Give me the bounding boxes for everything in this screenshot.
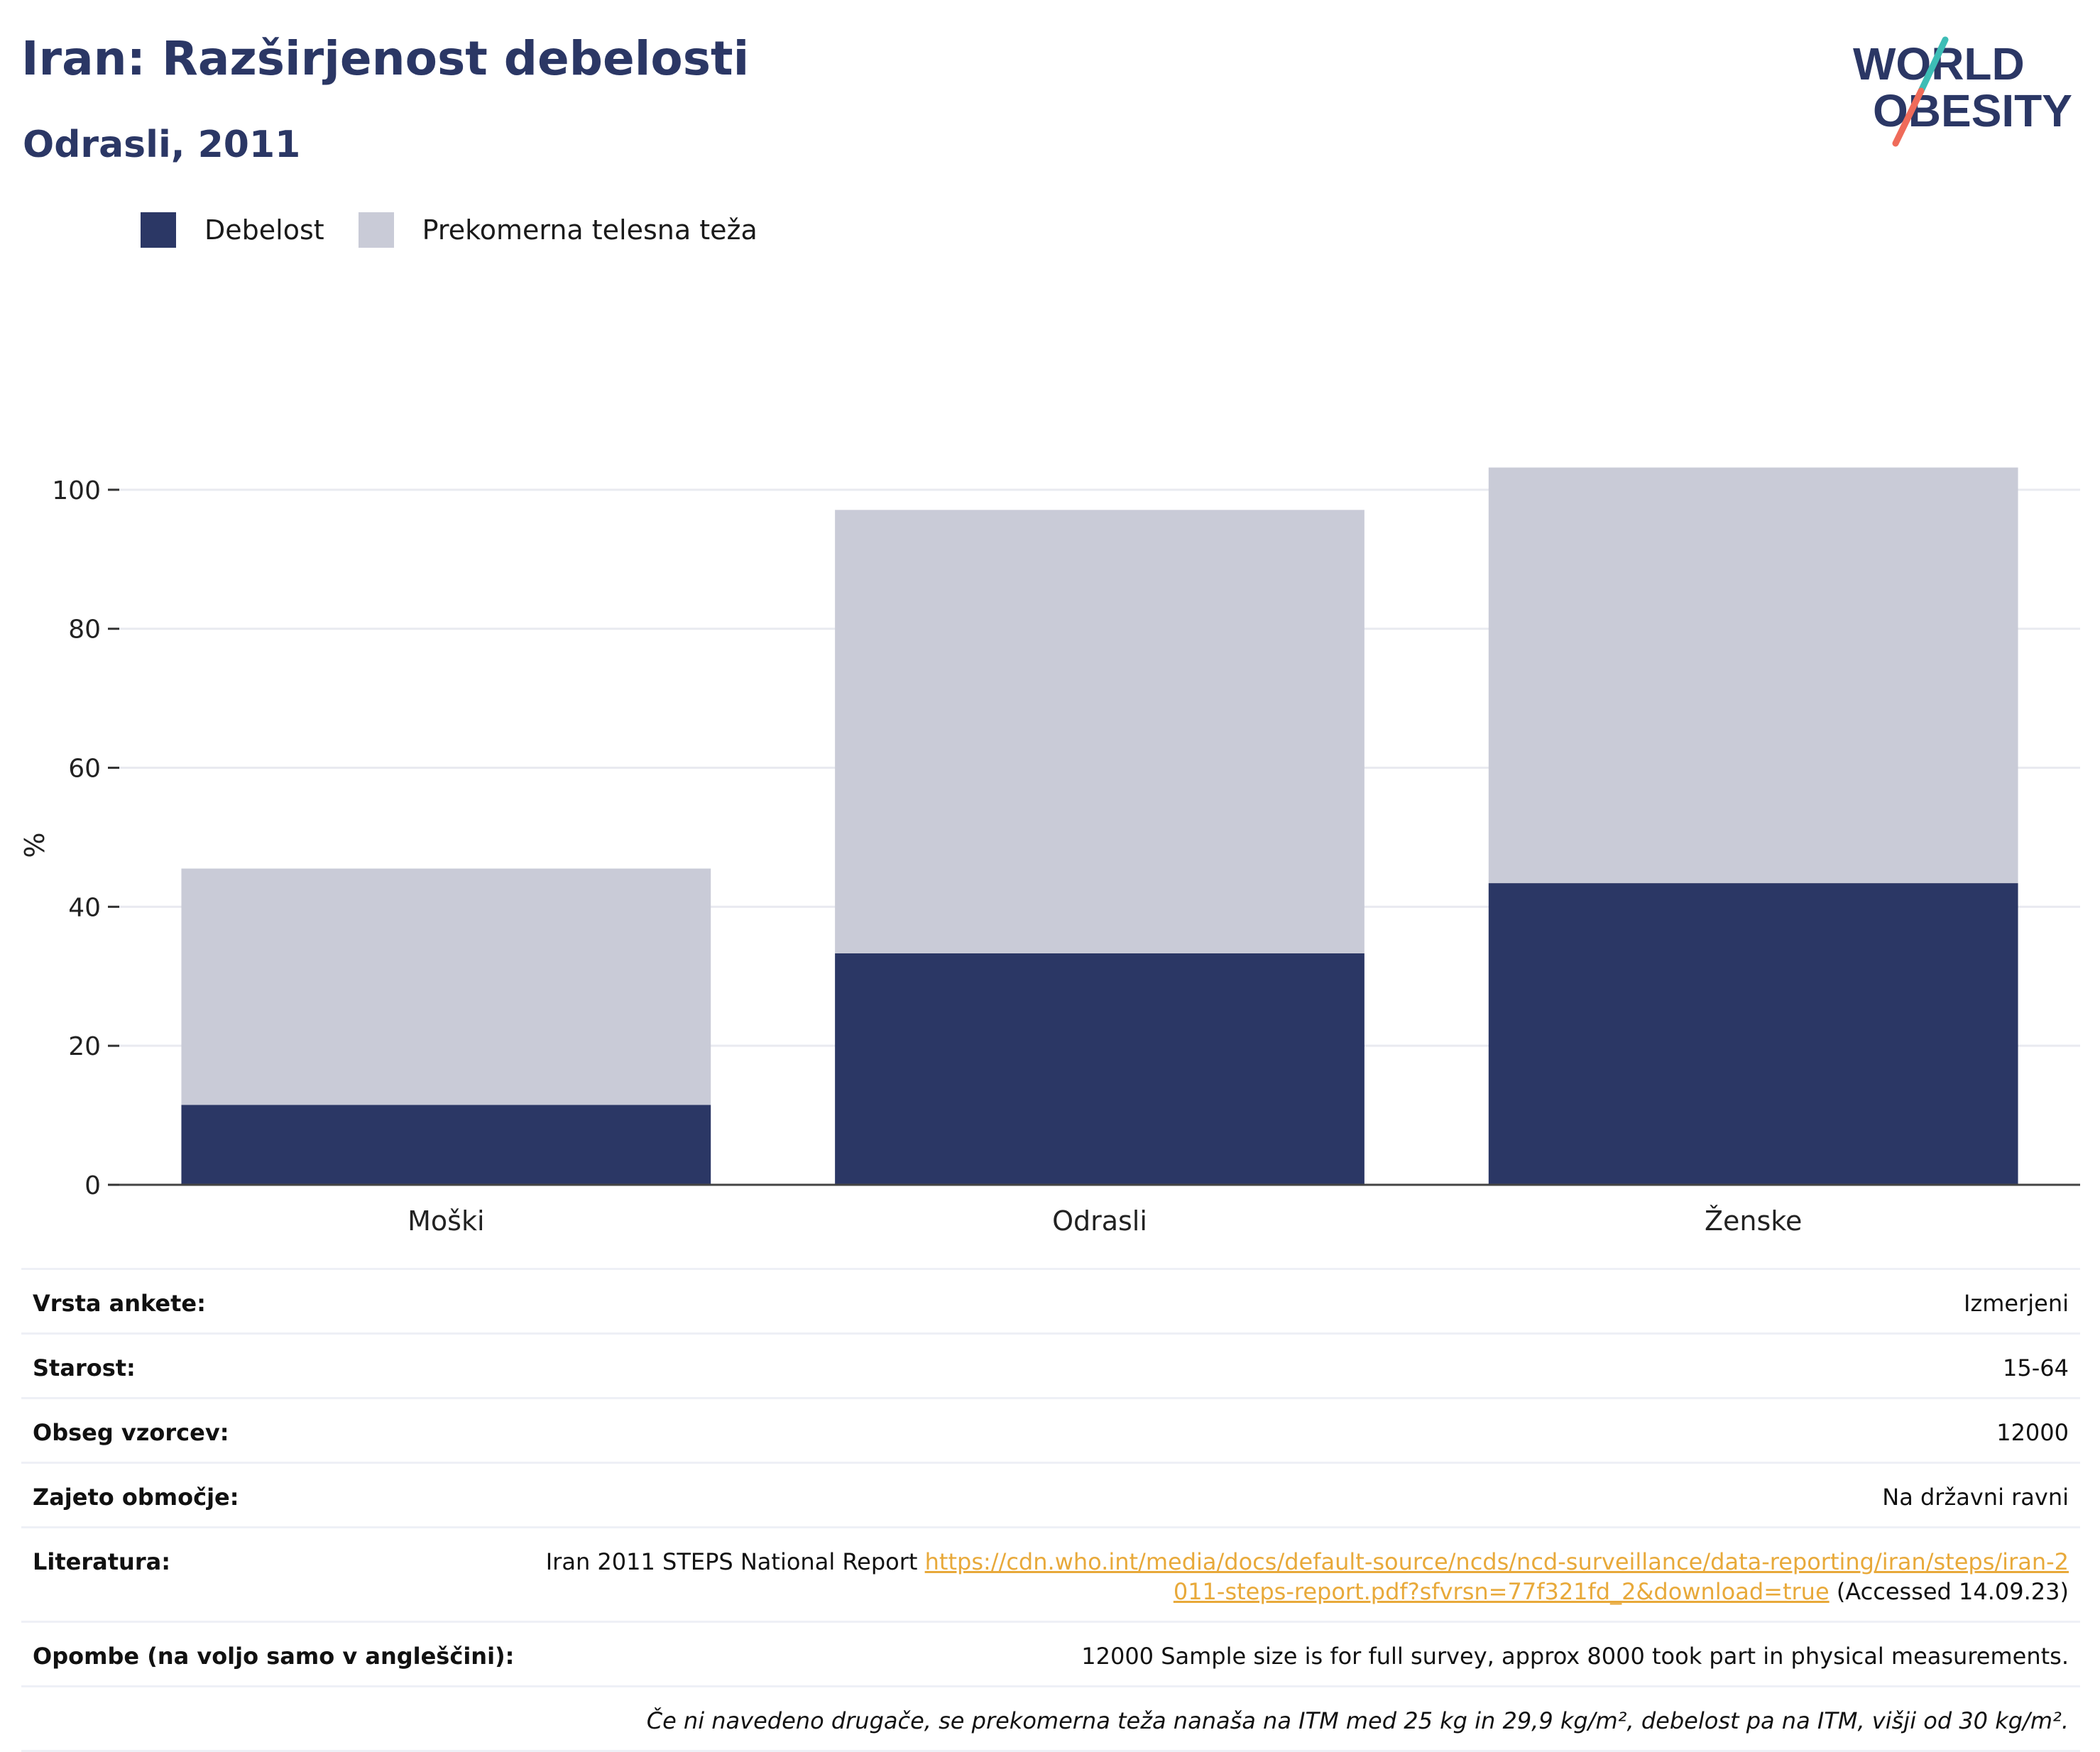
chart-title: Iran: Razširjenost debelosti [21,31,750,86]
meta-row-sample-size: Obseg vzorcev: 12000 [21,1399,2080,1464]
meta-value: 12000 Sample size is for full survey, ap… [1081,1643,2069,1670]
y-tick-label: 80 [68,615,101,645]
x-tick-label: Ženske [1705,1205,1802,1237]
meta-label: Literatura: [33,1548,170,1575]
world-obesity-logo: WORLD OBESITY [1853,36,2072,147]
y-tick-label: 100 [52,476,101,505]
x-tick-label: Odrasli [1052,1205,1147,1237]
meta-label: Starost: [33,1354,136,1381]
meta-value: 15-64 [2003,1354,2069,1381]
meta-row-age: Starost: 15-64 [21,1335,2080,1399]
meta-row-area: Zajeto območje: Na državni ravni [21,1464,2080,1528]
bar-debelost-1 [835,953,1365,1185]
y-axis-label: % [19,832,50,858]
chart-legend: Debelost Prekomerna telesna teža [141,210,792,250]
chart-subtitle: Odrasli, 2011 [23,124,301,166]
meta-label: Zajeto območje: [33,1484,239,1511]
y-tick-label: 20 [68,1032,101,1061]
y-tick-label: 60 [68,755,101,784]
y-tick-label: 40 [68,893,101,922]
meta-row-literature: Literatura: Iran 2011 STEPS National Rep… [21,1528,2080,1623]
stacked-bar-chart: 0 20 40 60 80 100% Moški Odrasli Ženske [19,467,2080,1237]
y-tick-label: 0 [84,1171,101,1200]
metadata-table: Vrsta ankete: Izmerjeni Starost: 15-64 O… [21,1268,2080,1752]
meta-label: Opombe (na voljo samo v angleščini): [33,1643,515,1670]
literature-accessed: (Accessed 14.09.23) [1829,1578,2069,1605]
footnote-text: Če ni navedeno drugače, se prekomerna te… [646,1707,2069,1734]
legend-item-prekomerna[interactable]: Prekomerna telesna teža [358,212,758,248]
literature-text: Iran 2011 STEPS National Report [545,1548,925,1575]
bar-prekomerna-1 [835,510,1365,953]
meta-value: Izmerjeni [1964,1290,2069,1317]
legend-swatch-prekomerna [358,212,394,248]
bar-prekomerna-0 [181,868,711,1105]
legend-item-debelost[interactable]: Debelost [141,212,324,248]
meta-row-survey-type: Vrsta ankete: Izmerjeni [21,1270,2080,1335]
literature-link[interactable]: https://cdn.who.int/media/docs/default-s… [924,1548,2069,1605]
logo-line-1: WORLD [1853,38,2025,89]
meta-value: Na državni ravni [1882,1484,2069,1511]
meta-value: Iran 2011 STEPS National Report https://… [542,1547,2069,1606]
legend-label-debelost: Debelost [204,214,324,246]
meta-row-notes: Opombe (na voljo samo v angleščini): 120… [21,1623,2080,1687]
meta-footnote: Če ni navedeno drugače, se prekomerna te… [21,1687,2080,1752]
logo-slash-teal [1918,36,1949,94]
meta-label: Vrsta ankete: [33,1290,206,1317]
legend-swatch-debelost [141,212,176,248]
x-tick-label: Moški [408,1205,484,1237]
meta-label: Obseg vzorcev: [33,1419,229,1446]
bar-prekomerna-2 [1488,467,2018,884]
bar-debelost-2 [1488,883,2018,1185]
legend-label-prekomerna: Prekomerna telesna teža [422,214,758,246]
logo-slash-coral [1892,87,1925,147]
bar-debelost-0 [181,1105,711,1185]
meta-value: 12000 [1996,1419,2069,1446]
